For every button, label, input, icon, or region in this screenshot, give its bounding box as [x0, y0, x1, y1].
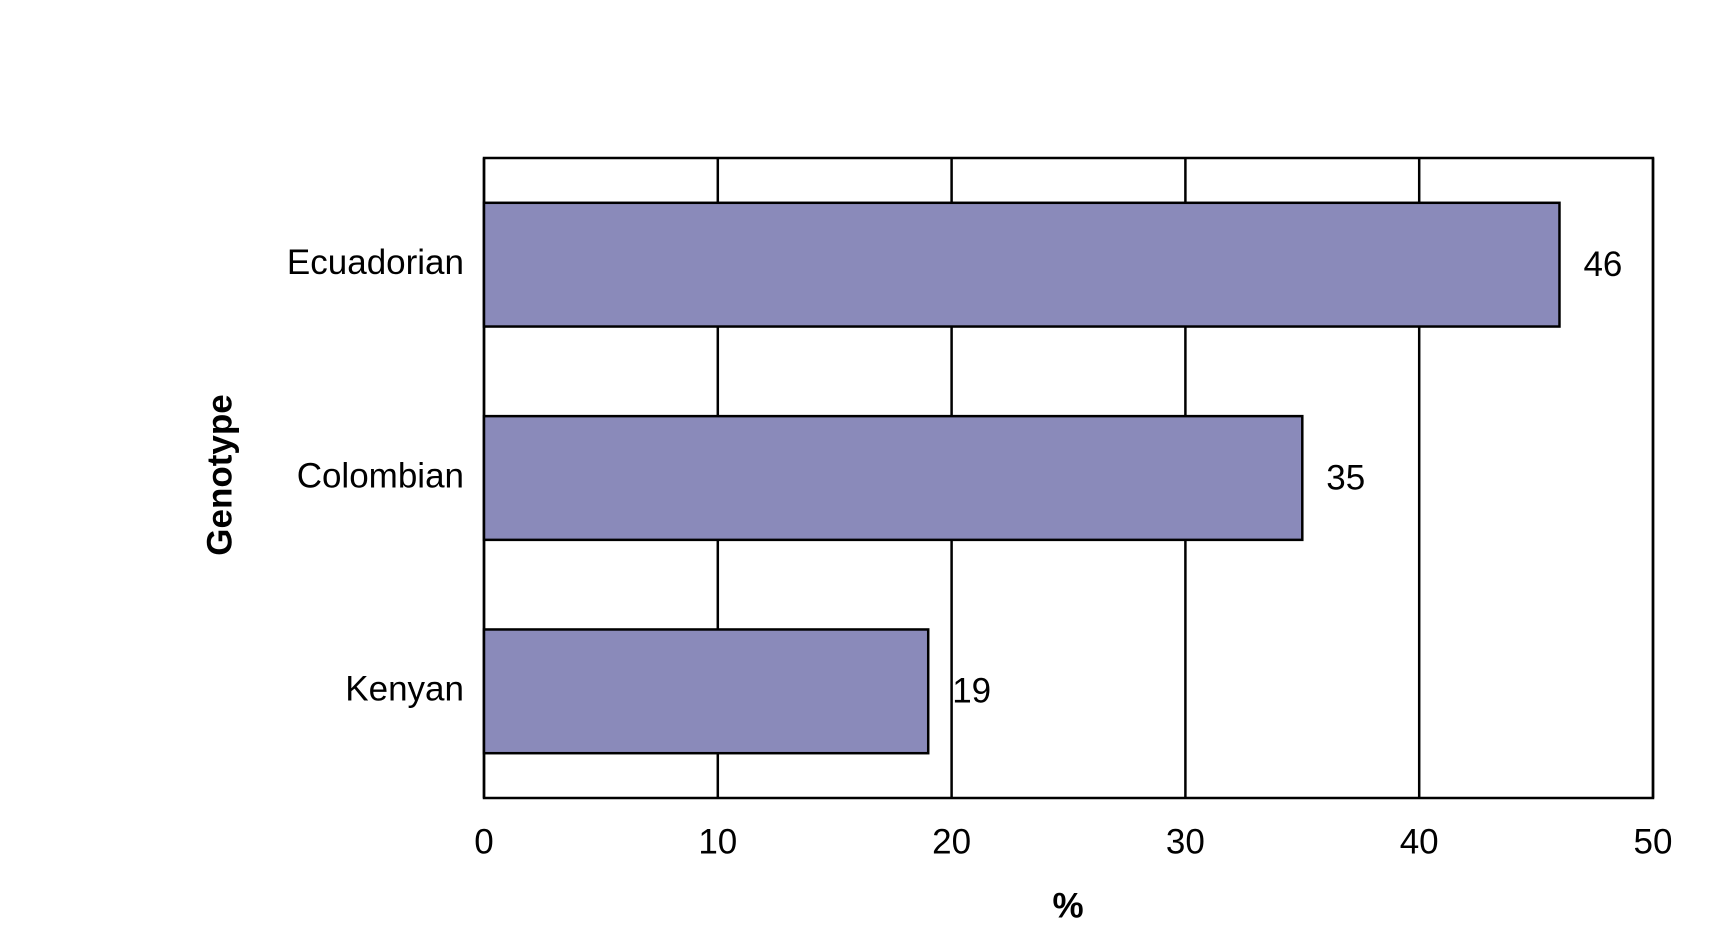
y-tick-label: Kenyan [345, 670, 464, 709]
value-label: 19 [952, 672, 991, 711]
y-tick-label: Ecuadorian [287, 243, 464, 282]
x-tick-label: 30 [1166, 822, 1205, 861]
x-tick-label: 40 [1400, 822, 1439, 861]
y-tick-label: Colombian [297, 456, 464, 495]
x-tick-label: 50 [1634, 822, 1673, 861]
value-label: 35 [1326, 458, 1365, 497]
x-axis-title: % [1052, 886, 1083, 925]
value-label: 46 [1583, 245, 1622, 284]
bar [482, 201, 1561, 328]
bar [482, 628, 930, 755]
x-tick-label: 20 [932, 822, 971, 861]
y-axis-title: Genotype [200, 394, 239, 555]
x-tick-label: 0 [474, 822, 493, 861]
x-tick-label: 10 [698, 822, 737, 861]
bar [482, 414, 1304, 542]
